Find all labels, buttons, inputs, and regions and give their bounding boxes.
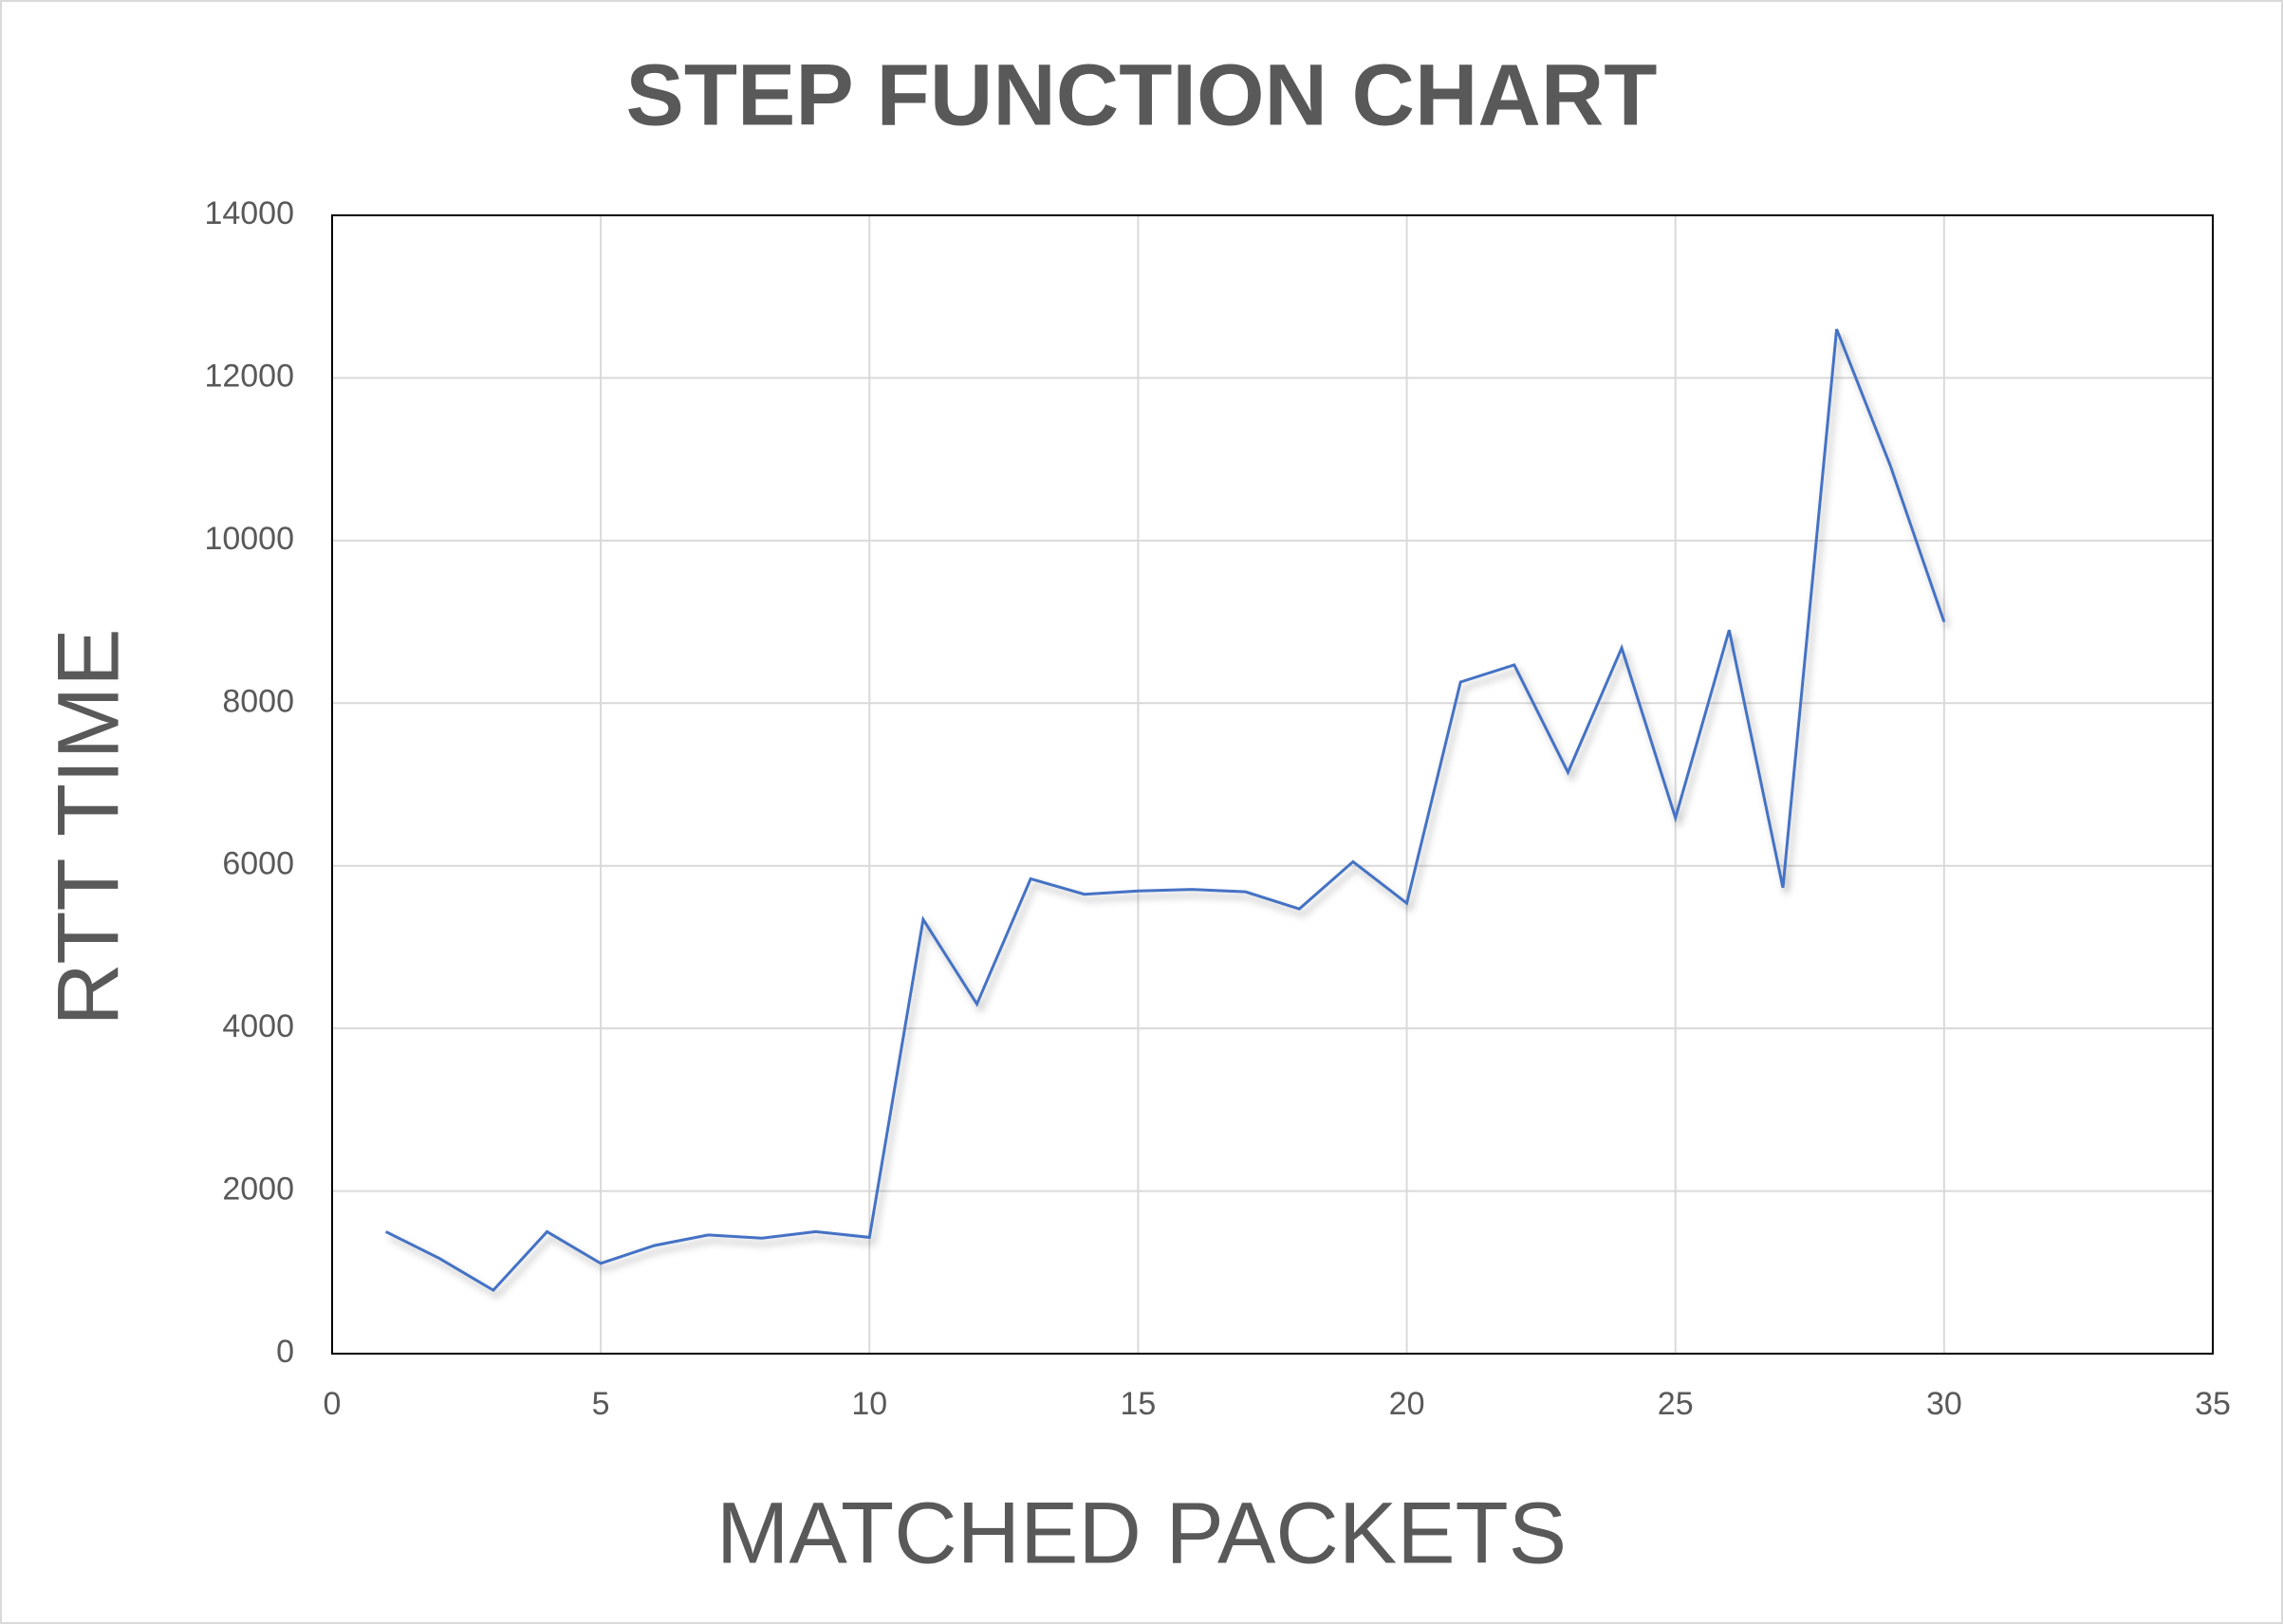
- y-tick-label: 0: [276, 1334, 294, 1370]
- chart-title: STEP FUNCTION CHART: [626, 46, 1658, 143]
- y-tick-label: 4000: [222, 1008, 294, 1044]
- plot-frame: [331, 214, 2214, 1355]
- y-tick-label: 12000: [204, 358, 294, 394]
- x-tick-label: 30: [1926, 1386, 1962, 1422]
- x-tick-label: 10: [851, 1386, 887, 1422]
- x-tick-label: 15: [1121, 1386, 1157, 1422]
- x-axis-title: MATCHED PACKETS: [716, 1485, 1567, 1581]
- y-tick-label: 8000: [222, 683, 294, 719]
- y-tick-label: 2000: [222, 1172, 294, 1208]
- x-tick-label: 35: [2195, 1386, 2231, 1422]
- y-axis-title: RTT TIME: [40, 628, 137, 1025]
- x-tick-label: 25: [1658, 1386, 1694, 1422]
- x-tick-label: 0: [324, 1386, 342, 1422]
- x-tick-label: 20: [1389, 1386, 1425, 1422]
- y-tick-label: 6000: [222, 846, 294, 882]
- y-tick-label: 10000: [204, 521, 294, 557]
- x-tick-label: 5: [592, 1386, 610, 1422]
- y-tick-label: 14000: [204, 195, 294, 231]
- data-line: [384, 328, 1946, 1293]
